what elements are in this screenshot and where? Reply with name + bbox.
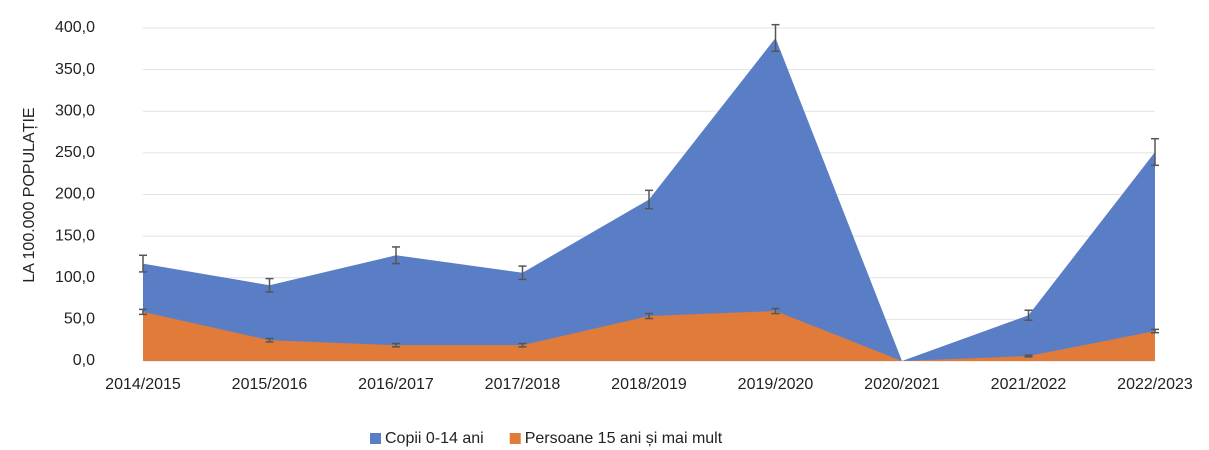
error-bar xyxy=(265,337,274,343)
error-bar xyxy=(1151,137,1159,167)
error-bar xyxy=(1151,328,1159,334)
x-tick-label: 2018/2019 xyxy=(611,376,687,393)
x-tick-label: 2022/2023 xyxy=(1117,376,1193,393)
legend-swatch xyxy=(370,433,381,444)
y-axis-label: LA 100.000 POPULAȚIE xyxy=(21,107,38,282)
x-tick-label: 2020/2021 xyxy=(864,376,940,393)
error-bar xyxy=(771,307,780,315)
error-bar xyxy=(771,23,780,53)
y-tick-label: 100,0 xyxy=(55,269,95,286)
y-tick-label: 250,0 xyxy=(55,144,95,161)
x-tick-label: 2017/2018 xyxy=(485,376,561,393)
x-tick-label: 2016/2017 xyxy=(358,376,434,393)
error-bar xyxy=(1024,354,1033,358)
error-bar xyxy=(139,308,147,316)
y-tick-label: 0,0 xyxy=(73,352,95,369)
y-tick-label: 350,0 xyxy=(55,61,95,78)
error-bar xyxy=(518,265,527,281)
x-tick-label: 2015/2016 xyxy=(232,376,308,393)
y-tick-label: 300,0 xyxy=(55,102,95,119)
area xyxy=(143,311,1155,361)
error-bar xyxy=(139,254,147,273)
error-bar xyxy=(645,189,653,210)
error-bar xyxy=(392,342,400,348)
error-bar xyxy=(1024,309,1033,321)
x-tick-label: 2019/2020 xyxy=(738,376,814,393)
legend-label: Persoane 15 ani și mai mult xyxy=(525,430,723,447)
legend-label: Copii 0-14 ani xyxy=(385,430,484,447)
y-tick-label: 50,0 xyxy=(64,311,95,328)
error-bar xyxy=(645,312,653,320)
x-tick-label: 2014/2015 xyxy=(105,376,181,393)
error-bar xyxy=(518,342,527,348)
legend-swatch xyxy=(509,433,521,444)
error-bar xyxy=(392,246,400,265)
y-tick-label: 200,0 xyxy=(55,186,95,203)
y-tick-label: 400,0 xyxy=(55,19,95,36)
y-tick-label: 150,0 xyxy=(55,227,95,244)
x-tick-label: 2021/2022 xyxy=(991,376,1067,393)
error-bar xyxy=(265,277,274,293)
